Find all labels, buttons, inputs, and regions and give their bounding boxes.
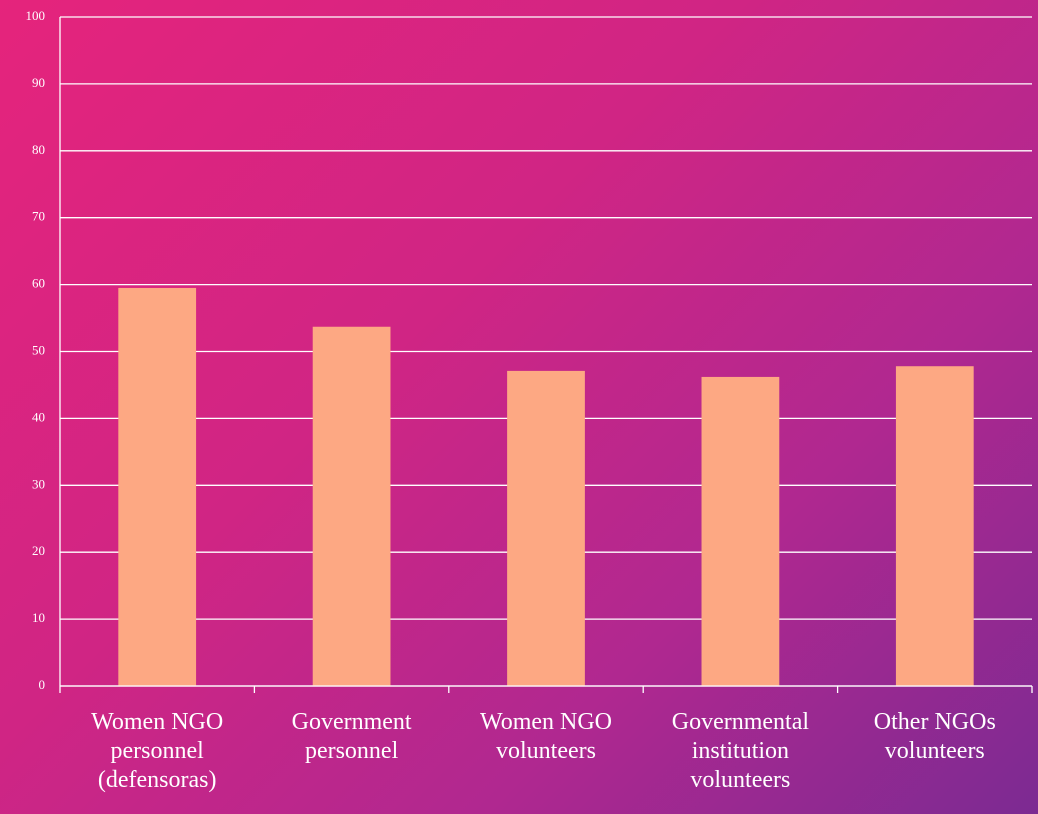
bar	[701, 376, 780, 686]
y-tick-label: 0	[39, 677, 46, 692]
x-tick-label: Women NGO volunteers	[479, 709, 613, 764]
y-tick-label: 60	[32, 276, 45, 291]
y-tick-label: 70	[32, 209, 45, 224]
bar	[895, 366, 974, 686]
y-tick-label: 20	[32, 543, 45, 558]
bar	[118, 287, 197, 686]
y-tick-label: 30	[32, 476, 45, 491]
bar	[312, 326, 391, 686]
y-tick-label: 50	[32, 342, 45, 357]
x-tick-label: Women NGO personnel (defensoras)	[91, 709, 224, 793]
y-tick-label: 90	[32, 75, 45, 90]
x-tick-label: Government personnel	[291, 709, 412, 764]
bar	[507, 370, 585, 686]
x-tick-label: Governmental institution volunteers	[671, 709, 810, 793]
y-tick-label: 100	[26, 8, 46, 23]
x-tick-label: Other NGOs volunteers	[873, 709, 996, 764]
y-tick-label: 10	[32, 610, 45, 625]
y-tick-label: 80	[32, 142, 45, 157]
y-tick-label: 40	[32, 409, 45, 424]
